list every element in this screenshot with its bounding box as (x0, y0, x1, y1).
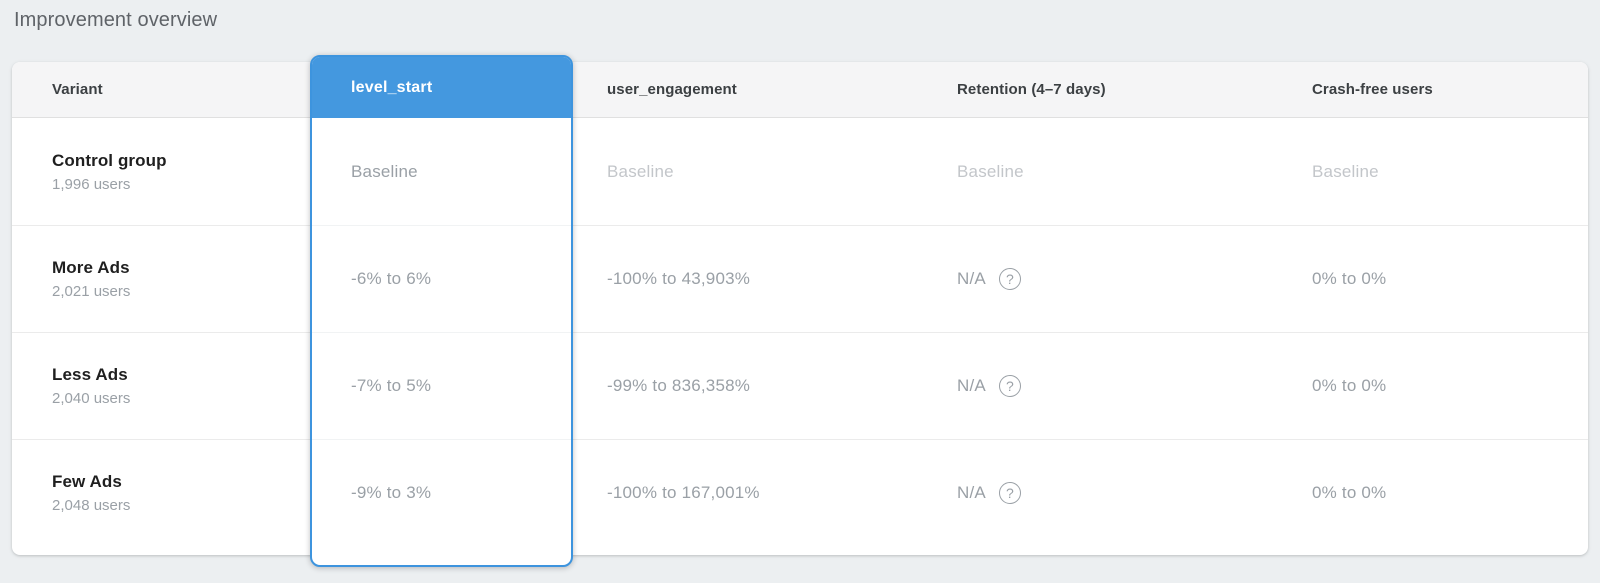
variant-name: Control group (52, 150, 167, 170)
variant-user-count: 1,996 users (52, 175, 131, 193)
user-engagement-cell: Baseline (607, 161, 674, 181)
table-row-more-ads: More Ads 2,021 users -100% to 43,903% N/… (12, 225, 1588, 332)
user-engagement-cell: -100% to 167,001% (573, 439, 925, 546)
crash-free-cell: 0% to 0% (1280, 225, 1588, 332)
retention-cell: Baseline (957, 161, 1024, 181)
column-header-variant: Variant (52, 81, 103, 98)
retention-cell: N/A ? (925, 225, 1280, 332)
variant-cell: Less Ads 2,040 users (12, 332, 310, 439)
help-icon[interactable]: ? (998, 375, 1021, 397)
variant-user-count: 2,040 users (52, 390, 131, 407)
column-header-user-engagement[interactable]: user_engagement (607, 81, 737, 98)
variant-cell: Control group 1,996 users (12, 118, 310, 225)
page-title: Improvement overview (14, 9, 218, 31)
variant-user-count: 2,048 users (52, 497, 131, 514)
crash-free-cell: Baseline (1312, 161, 1379, 181)
retention-cell: N/A ? (925, 439, 1280, 546)
variant-cell: More Ads 2,021 users (12, 225, 310, 332)
improvement-overview-table: Variant user_engagement Retention (4–7 d… (12, 55, 1588, 567)
table-row-less-ads: Less Ads 2,040 users -99% to 836,358% N/… (12, 332, 1588, 439)
table-header-row: Variant user_engagement Retention (4–7 d… (12, 62, 1588, 118)
crash-free-cell: 0% to 0% (1280, 439, 1588, 546)
level-start-cell: -9% to 3% (312, 439, 571, 546)
variant-cell: Few Ads 2,048 users (12, 439, 310, 546)
retention-cell: N/A ? (925, 332, 1280, 439)
help-icon[interactable]: ? (998, 268, 1021, 290)
help-icon[interactable]: ? (998, 482, 1021, 504)
level-start-cell: -6% to 6% (312, 225, 571, 332)
selected-column-header[interactable]: level_start (312, 57, 571, 118)
variant-name: Few Ads (52, 472, 122, 491)
column-header-retention[interactable]: Retention (4–7 days) (957, 81, 1106, 98)
level-start-cell: -7% to 5% (312, 332, 571, 439)
variant-user-count: 2,021 users (52, 283, 131, 300)
user-engagement-cell: -100% to 43,903% (573, 225, 925, 332)
level-start-cell: Baseline (351, 161, 418, 181)
table-row-few-ads: Few Ads 2,048 users -100% to 167,001% N/… (12, 439, 1588, 546)
column-header-crash-free[interactable]: Crash-free users (1312, 81, 1433, 98)
variant-name: Less Ads (52, 365, 128, 384)
variant-name: More Ads (52, 258, 130, 277)
user-engagement-cell: -99% to 836,358% (573, 332, 925, 439)
table-row-control-group: Control group 1,996 users Baseline Basel… (12, 118, 1588, 225)
crash-free-cell: 0% to 0% (1280, 332, 1588, 439)
selected-metric-column[interactable]: level_start Baseline -6% to 6% -7% to 5%… (310, 55, 573, 567)
